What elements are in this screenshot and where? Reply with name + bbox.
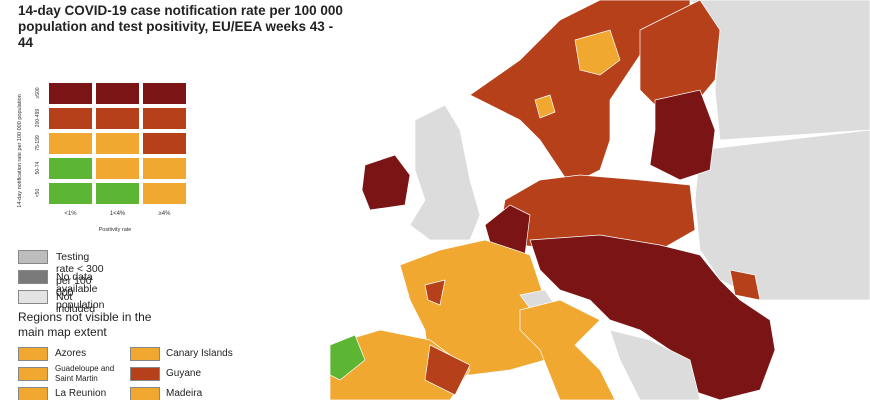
region xyxy=(469,0,691,186)
region-label: Guadeloupe and Saint Martin xyxy=(55,364,115,383)
region xyxy=(534,94,556,119)
region-label: Madeira xyxy=(166,388,203,399)
matrix-cell xyxy=(95,182,140,205)
region xyxy=(689,0,870,141)
matrix-cell xyxy=(48,157,93,180)
matrix-cell xyxy=(95,157,140,180)
region-swatch xyxy=(130,387,160,400)
row-label: <50 xyxy=(35,188,41,198)
region xyxy=(424,279,446,306)
legend-swatch xyxy=(18,290,48,304)
region xyxy=(519,299,616,400)
column-label: <1% xyxy=(64,211,77,217)
matrix-cell xyxy=(48,132,93,155)
regions-heading: Regions not visible in the main map exte… xyxy=(18,310,152,339)
region-swatch xyxy=(130,367,160,381)
legend-label: No data available xyxy=(56,271,98,295)
y-label: 14-day notification rate per 100 000 pop… xyxy=(17,94,23,208)
region-label: Azores xyxy=(55,348,87,359)
region xyxy=(361,154,411,211)
x-label: Positivity rate xyxy=(98,227,132,233)
column-label: ≥4% xyxy=(158,211,171,217)
region xyxy=(424,344,471,396)
title: 14-day COVID-19 case notification rate p… xyxy=(18,3,343,50)
matrix-cell xyxy=(48,182,93,205)
matrix-cell xyxy=(95,107,140,130)
region xyxy=(729,269,761,301)
region-label: Guyane xyxy=(166,368,202,379)
matrix-cell xyxy=(48,107,93,130)
region xyxy=(694,129,870,301)
legend-label: Not included xyxy=(56,291,96,315)
matrix-cell xyxy=(142,107,187,130)
matrix-cell xyxy=(142,82,187,105)
region xyxy=(409,104,481,241)
legend-swatch xyxy=(18,270,48,284)
region-swatch xyxy=(130,347,160,361)
legend-swatch xyxy=(18,250,48,264)
matrix-cell xyxy=(142,182,187,205)
row-label: 75-199 xyxy=(35,135,41,151)
region-label: Canary Islands xyxy=(166,348,233,359)
region xyxy=(329,334,366,381)
row-label: ≥500 xyxy=(35,87,41,99)
matrix-cell xyxy=(142,132,187,155)
region-swatch xyxy=(18,347,48,361)
matrix-cell xyxy=(95,132,140,155)
matrix-cell xyxy=(142,157,187,180)
matrix-cell xyxy=(48,82,93,105)
region xyxy=(574,29,621,76)
region xyxy=(649,89,716,181)
row-label: 200-499 xyxy=(35,108,41,128)
row-label: 50-74 xyxy=(35,161,41,175)
region-label: La Reunion xyxy=(55,388,107,399)
region xyxy=(609,329,701,400)
column-label: 1<4% xyxy=(109,211,126,217)
matrix-cell xyxy=(95,82,140,105)
region-swatch xyxy=(18,367,48,381)
region-swatch xyxy=(18,387,48,400)
region xyxy=(639,0,721,111)
region xyxy=(529,234,776,400)
legend-label: Testing rate < 300 per 100 000 populatio… xyxy=(56,251,105,311)
